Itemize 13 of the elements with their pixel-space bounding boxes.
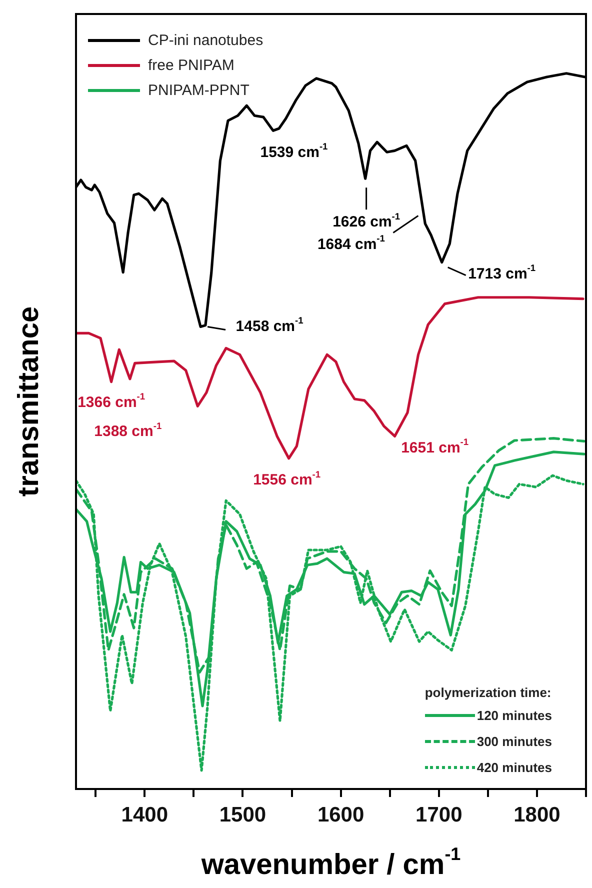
x-tick-label: 1400 xyxy=(121,803,168,826)
x-tick-label: 1700 xyxy=(416,803,462,826)
annotation: PNIPAM-PPNT xyxy=(148,82,250,99)
legend-label: 120 minutes xyxy=(476,708,552,722)
y-axis-title: transmittance xyxy=(13,306,45,497)
legend-label: free PNIPAM xyxy=(148,57,234,74)
legend-label: 300 minutes xyxy=(476,734,552,748)
x-tick-label: 1600 xyxy=(317,803,364,826)
legend-label: 420 minutes xyxy=(476,760,552,774)
legend-title: polymerization time: xyxy=(424,685,552,700)
legend-label: CP-ini nanotubes xyxy=(148,32,264,49)
x-tick-label: 1800 xyxy=(514,803,560,826)
x-tick-label: 1500 xyxy=(219,803,266,826)
